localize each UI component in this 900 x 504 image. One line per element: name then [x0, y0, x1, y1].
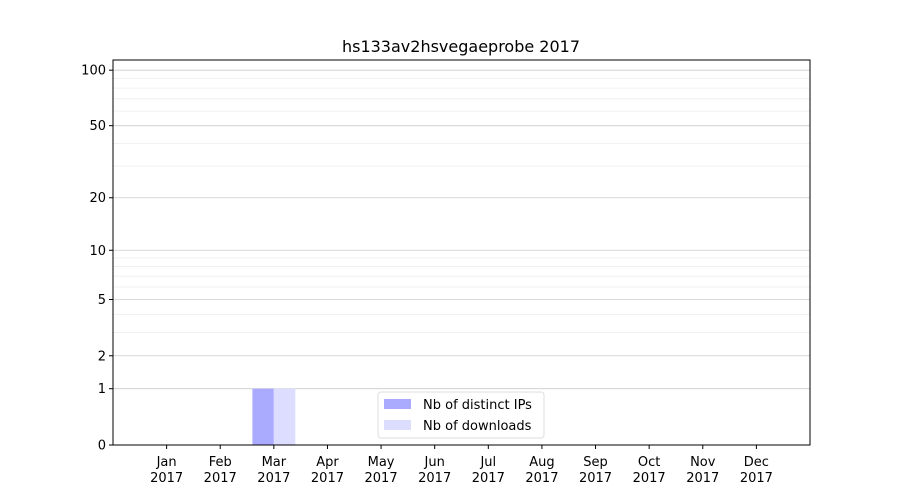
x-tick-label: Jun 2017 [418, 455, 451, 486]
chart-title: hs133av2hsvegaeprobe 2017 [342, 37, 580, 56]
x-tick-label: Oct 2017 [633, 455, 666, 486]
legend-swatch [384, 420, 411, 430]
legend: Nb of distinct IPs Nb of downloads [377, 391, 545, 439]
y-tick-label: 20 [89, 191, 106, 206]
y-tick-label: 0 [98, 439, 106, 454]
legend-label: Nb of downloads [423, 419, 532, 434]
y-tick-label: 2 [98, 349, 106, 364]
x-tick-label: Dec 2017 [740, 455, 773, 486]
bar-downloads [273, 388, 296, 445]
y-tick-label: 100 [81, 64, 106, 79]
bar-distinct-ips [252, 388, 274, 445]
y-tick-label: 10 [89, 244, 106, 259]
x-tick-label: Apr 2017 [311, 455, 344, 486]
x-tick-label: Nov 2017 [686, 455, 719, 486]
x-tick-label: Jul 2017 [472, 455, 505, 486]
y-tick-label: 50 [89, 119, 106, 134]
x-tick-label: Jan 2017 [150, 455, 183, 486]
plot-frame [112, 59, 811, 446]
x-tick-label: Mar 2017 [257, 455, 290, 486]
x-tick-label: Feb 2017 [204, 455, 237, 486]
legend-box [377, 391, 545, 439]
x-tick-label: Aug 2017 [525, 455, 558, 486]
x-tick-label: May 2017 [365, 455, 398, 486]
legend-swatch [384, 399, 411, 409]
legend-label: Nb of distinct IPs [423, 398, 532, 413]
x-tick-label: Sep 2017 [579, 455, 612, 486]
y-tick-label: 5 [98, 293, 106, 308]
y-tick-label: 1 [98, 382, 106, 397]
